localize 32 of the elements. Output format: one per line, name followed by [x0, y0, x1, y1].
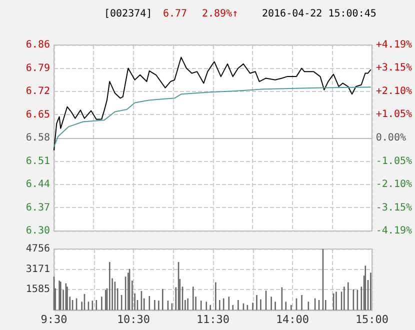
y-tick-label: 6.30	[26, 226, 50, 236]
y2-tick-label: -3.15%	[376, 202, 412, 214]
x-tick-label: 9:30	[40, 313, 68, 326]
text: 6.77	[163, 8, 188, 20]
y-tick-label: 1585	[26, 284, 50, 296]
y2-tick-label: +4.19%	[376, 40, 412, 50]
y-tick-label: 6.44	[26, 179, 50, 190]
y-tick-label: 6.79	[26, 62, 50, 74]
y-tick-label: 3171	[26, 264, 50, 275]
chart-title: [002374]	[104, 8, 152, 20]
x-tick-label: 10:30	[116, 313, 150, 326]
y2-tick-label: 0.00%	[376, 132, 406, 144]
y-tick-label: 6.72	[26, 86, 50, 97]
y-tick-label: 4756	[26, 244, 50, 254]
x-tick-label: 15:00	[355, 313, 389, 326]
text: 2016-04-22 15:00:45	[262, 8, 376, 20]
y2-tick-label: +3.15%	[376, 62, 412, 74]
y-tick-label: 6.86	[26, 40, 50, 50]
line-series	[54, 86, 372, 148]
y-tick-label: 6.37	[26, 202, 50, 214]
y2-tick-label: -2.10%	[376, 179, 412, 190]
y2-tick-label: +2.10%	[376, 86, 412, 97]
y2-tick-label: -4.19%	[376, 226, 412, 236]
y-tick-label: 6.51	[26, 156, 50, 167]
text: 2.89%↑	[202, 8, 238, 20]
y2-tick-label: -1.05%	[376, 156, 412, 167]
x-tick-label: 14:00	[276, 313, 310, 326]
x-tick-label: 11:30	[196, 313, 230, 326]
y-tick-label: 6.65	[26, 109, 50, 120]
y-tick-label: 6.58	[26, 132, 50, 144]
line-series	[54, 56, 372, 150]
y2-tick-label: +1.05%	[376, 109, 412, 120]
